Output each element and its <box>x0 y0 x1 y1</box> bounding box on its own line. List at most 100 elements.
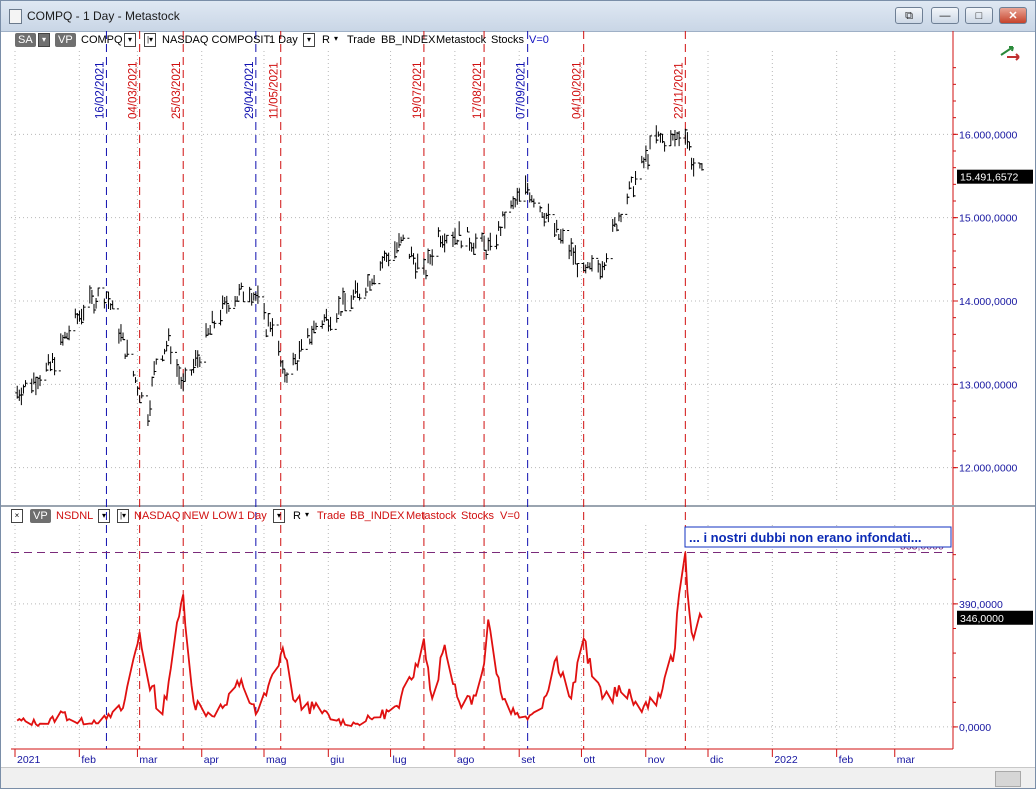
symbol-dropdown-icon[interactable]: ▾ <box>124 33 136 47</box>
price-bar <box>181 373 186 392</box>
sa-button[interactable]: SA <box>15 33 36 47</box>
price-bar <box>94 298 99 311</box>
price-bar <box>625 193 630 215</box>
price-bar <box>409 246 414 258</box>
price-bar <box>465 226 470 247</box>
price-bar <box>355 282 360 299</box>
price-bar <box>573 245 578 265</box>
group-label: Stocks <box>461 510 495 522</box>
symbol-dropdown-icon[interactable]: ▾ <box>98 509 110 523</box>
price-bar <box>137 387 142 404</box>
price-bar <box>106 291 111 309</box>
maximize-button[interactable]: □ <box>965 7 993 24</box>
horizontal-scrollbar[interactable] <box>1 767 1035 788</box>
price-bar <box>440 235 445 248</box>
period-dropdown-icon[interactable]: ▾ <box>303 33 315 47</box>
price-bar <box>589 255 594 272</box>
price-bar <box>515 187 520 205</box>
pane-separator[interactable] <box>1 505 1035 507</box>
price-bar <box>558 229 563 244</box>
price-bar <box>581 262 586 272</box>
price-bar <box>689 146 694 170</box>
x-tick-label: lug <box>393 754 407 766</box>
price-bar <box>386 252 391 267</box>
name-dropdown-icon[interactable]: |▾ <box>117 509 129 523</box>
price-bar <box>110 300 115 310</box>
price-bar <box>654 125 659 144</box>
price-bar <box>121 332 126 341</box>
price-bar <box>525 182 530 195</box>
price-bar <box>394 242 399 258</box>
price-bar <box>482 233 487 251</box>
event-marker-label: 17/08/2021 <box>472 61 484 119</box>
price-bar <box>166 328 171 347</box>
price-bar <box>600 261 605 278</box>
security-name: NASDAQ NEW LOW <box>134 510 238 522</box>
minimize-button[interactable]: — <box>931 7 959 24</box>
restore-chart-button[interactable]: ⧉ <box>895 7 923 24</box>
price-bar <box>179 367 184 389</box>
price-bar <box>556 228 561 240</box>
price-bar <box>118 324 123 342</box>
name-dropdown-icon[interactable]: |▾ <box>144 33 156 47</box>
price-last-value-box <box>957 169 1033 184</box>
r-dropdown-icon[interactable]: ▾ <box>333 34 338 43</box>
price-bar <box>255 285 260 304</box>
vp-button[interactable]: VP <box>30 509 51 523</box>
price-bar <box>334 313 339 330</box>
price-bar <box>262 296 267 320</box>
price-bar <box>224 295 229 314</box>
event-marker-label: 25/03/2021 <box>171 61 183 119</box>
price-bar <box>264 312 269 338</box>
r-dropdown-icon[interactable]: ▾ <box>304 510 309 519</box>
price-bar <box>687 141 692 151</box>
price-bar <box>672 130 677 147</box>
price-bar <box>423 259 428 280</box>
window-title: COMPQ - 1 Day - Metastock <box>27 9 180 23</box>
price-bar <box>191 358 196 374</box>
price-bar <box>46 354 51 371</box>
r-label: R <box>322 34 330 46</box>
price-bar <box>699 163 704 171</box>
price-bar <box>467 231 472 251</box>
price-bar <box>44 362 49 381</box>
price-bar <box>284 372 289 383</box>
source-label: BB_INDEX <box>381 34 436 46</box>
source-label: BB_INDEX <box>350 510 405 522</box>
scrollbar-thumb[interactable] <box>995 771 1021 787</box>
period-label: 1 Day <box>238 510 267 522</box>
close-pane-icon[interactable]: × <box>11 509 23 523</box>
vp-button[interactable]: VP <box>55 33 76 47</box>
price-bar <box>473 233 478 255</box>
event-marker-label: 04/03/2021 <box>128 61 140 119</box>
price-bar <box>148 400 153 422</box>
price-bar <box>62 331 67 339</box>
sync-arrows-icon[interactable] <box>999 43 1021 61</box>
period-dropdown-icon[interactable]: ▾ <box>273 509 285 523</box>
price-bar <box>455 239 460 245</box>
price-bar <box>73 308 78 332</box>
price-bar <box>343 291 348 312</box>
price-bar <box>662 141 667 152</box>
price-bar <box>401 234 406 241</box>
price-bar <box>442 233 447 253</box>
price-bar <box>305 328 310 350</box>
price-tick-label: 14.000,0000 <box>959 296 1018 308</box>
price-bar <box>328 316 333 331</box>
x-tick-label: mag <box>266 754 287 766</box>
group-label: Stocks <box>491 34 525 46</box>
price-bar <box>496 221 501 246</box>
event-marker-label: 22/11/2021 <box>673 62 685 119</box>
price-bar <box>189 369 194 376</box>
close-button[interactable]: ✕ <box>999 7 1027 24</box>
price-bar <box>560 228 565 244</box>
price-bar <box>378 261 383 285</box>
price-bar <box>523 175 528 202</box>
x-tick-label: feb <box>81 754 96 766</box>
chart-canvas[interactable]: 12.000,0000 13.000,0000 14.000,0000 15.000,… <box>1 31 1035 767</box>
price-bar <box>365 274 370 293</box>
sa-dropdown-icon[interactable]: ▾ <box>38 33 50 47</box>
price-bar <box>353 280 358 298</box>
newlow-tick-label: 390,0000 <box>959 599 1003 611</box>
